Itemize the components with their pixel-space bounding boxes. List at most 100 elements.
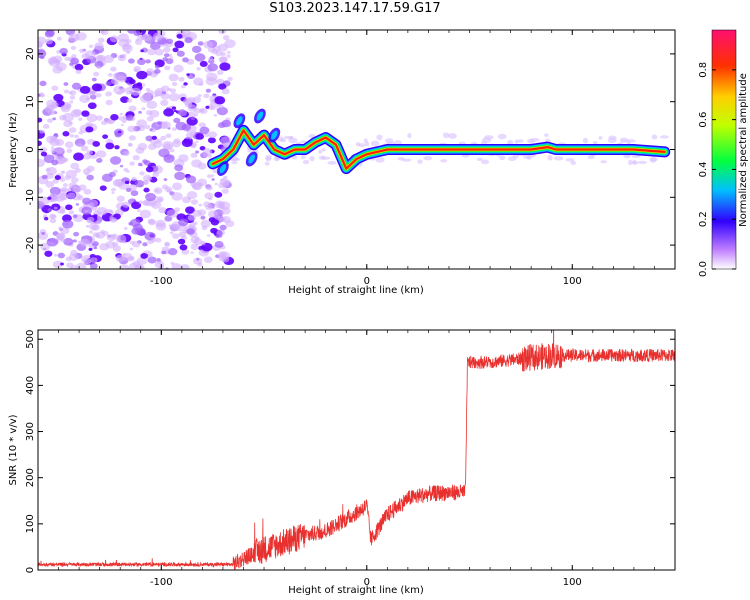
- noise-blob: [154, 189, 159, 193]
- noise-blob: [85, 224, 90, 228]
- noise-blob: [69, 100, 74, 104]
- noise-blob: [108, 209, 113, 213]
- noise-blob: [86, 113, 98, 123]
- noise-blob: [206, 185, 213, 191]
- noise-blob: [70, 45, 77, 51]
- ridge-blob: [256, 111, 264, 121]
- noise-blob: [39, 80, 47, 87]
- noise-blob: [146, 68, 154, 75]
- noise-blob: [65, 256, 72, 262]
- noise-blob: [168, 92, 180, 102]
- noise-blob: [203, 40, 214, 49]
- noise-blob: [91, 224, 100, 231]
- noise-blob: [95, 115, 103, 121]
- noise-blob: [91, 77, 97, 82]
- noise-blob: [211, 48, 219, 55]
- noise-blob: [181, 138, 193, 148]
- noise-blob: [118, 116, 125, 121]
- noise-blob: [53, 59, 61, 65]
- noise-blob: [222, 35, 230, 41]
- noise-blob: [407, 133, 412, 139]
- noise-blob: [77, 195, 84, 201]
- noise-blob: [191, 45, 202, 54]
- noise-blob: [220, 178, 225, 182]
- noise-blob: [137, 58, 146, 66]
- noise-blob: [145, 192, 156, 202]
- noise-blob: [582, 137, 589, 144]
- noise-blob: [105, 81, 112, 86]
- noise-blob: [113, 169, 118, 174]
- noise-blob: [84, 172, 89, 176]
- noise-blob: [142, 242, 148, 247]
- noise-blob: [191, 73, 196, 77]
- spectrogram-ytick-label: -10: [25, 189, 36, 205]
- noise-blob: [208, 217, 216, 223]
- noise-blob: [173, 117, 181, 124]
- noise-blob: [147, 218, 155, 225]
- colorbar-ticks: 0.0 0.2 0.4 0.6 0.8: [698, 62, 736, 277]
- noise-blob: [128, 58, 135, 64]
- noise-blob: [386, 141, 395, 145]
- snr-ticks: -100 0 100 0 100 200 300 400 500: [25, 330, 676, 588]
- noise-blob: [53, 132, 58, 137]
- noise-blob: [190, 116, 196, 121]
- noise-blob: [553, 156, 564, 161]
- noise-blob: [219, 62, 231, 71]
- noise-blob: [88, 44, 94, 48]
- noise-blob: [83, 188, 92, 195]
- noise-blob: [195, 150, 200, 154]
- spectrogram-ytick-label: 20: [25, 48, 36, 61]
- noise-blob: [96, 157, 103, 163]
- noise-blob: [110, 66, 117, 72]
- noise-blob: [75, 69, 82, 74]
- noise-blob: [129, 247, 134, 251]
- noise-blob: [64, 175, 71, 181]
- noise-blob: [47, 196, 52, 200]
- noise-blob: [156, 139, 163, 144]
- noise-blob: [128, 135, 136, 141]
- snr-ytick-label: 100: [25, 514, 36, 533]
- noise-blob: [163, 108, 175, 117]
- noise-blob: [134, 39, 143, 46]
- noise-blob: [105, 142, 115, 150]
- noise-blob: [163, 46, 171, 53]
- noise-blob: [147, 256, 157, 264]
- noise-blob: [90, 257, 98, 264]
- noise-blob: [53, 206, 58, 210]
- noise-blob: [38, 196, 50, 205]
- noise-blob: [44, 106, 53, 112]
- noise-blob: [140, 94, 152, 103]
- noise-blob: [45, 180, 55, 188]
- noise-blob: [136, 119, 148, 128]
- noise-blob: [600, 160, 607, 164]
- noise-blob: [111, 191, 115, 195]
- noise-blob: [166, 209, 178, 218]
- noise-blob: [93, 71, 100, 77]
- noise-blob: [226, 54, 231, 58]
- noise-blob: [627, 159, 633, 166]
- noise-blob: [164, 242, 170, 247]
- noise-blob: [69, 127, 77, 133]
- noise-blob: [49, 137, 61, 147]
- noise-blob: [109, 217, 118, 223]
- noise-blob: [55, 147, 64, 154]
- noise-blob: [96, 150, 107, 158]
- noise-blob: [64, 56, 71, 61]
- noise-blob: [88, 247, 93, 251]
- noise-blob: [197, 162, 207, 170]
- noise-blob: [186, 73, 190, 76]
- noise-blob: [122, 43, 132, 51]
- noise-blob: [71, 177, 79, 183]
- colorbar-tick-label: 0.8: [698, 62, 709, 78]
- noise-blob: [223, 142, 230, 148]
- noise-blob: [197, 209, 207, 216]
- noise-blob: [481, 159, 490, 165]
- spectrogram-ytick-label: 10: [25, 95, 36, 108]
- noise-blob: [68, 121, 73, 125]
- noise-blob: [38, 93, 41, 97]
- noise-blob: [58, 158, 64, 162]
- noise-blob: [570, 160, 577, 165]
- noise-blob: [38, 140, 42, 147]
- noise-blob: [170, 261, 175, 265]
